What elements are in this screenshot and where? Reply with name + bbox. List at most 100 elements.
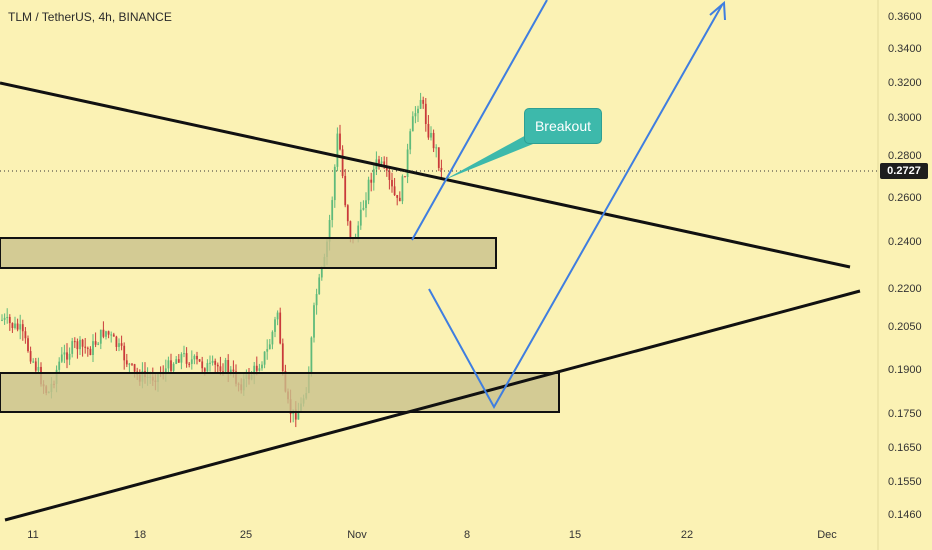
candle-body bbox=[388, 170, 391, 180]
y-tick-label: 0.1650 bbox=[888, 442, 922, 454]
projection-path-a bbox=[411, 0, 548, 241]
candle-body bbox=[71, 341, 74, 354]
candle-body bbox=[123, 345, 126, 361]
candle-body bbox=[281, 343, 284, 372]
candle-body bbox=[370, 179, 373, 183]
candle-body bbox=[84, 346, 87, 348]
candle-body bbox=[365, 200, 367, 208]
candle-body bbox=[274, 319, 276, 332]
candle-body bbox=[133, 364, 136, 372]
y-tick-label: 0.1900 bbox=[888, 364, 922, 376]
candle-body bbox=[112, 334, 115, 337]
candle-body bbox=[435, 147, 438, 149]
candle-body bbox=[385, 166, 388, 171]
candle-body bbox=[19, 324, 22, 330]
candle-body bbox=[339, 133, 341, 150]
candle-body bbox=[60, 354, 63, 362]
candle-body bbox=[203, 368, 206, 372]
candle-body bbox=[118, 343, 120, 347]
candle-body bbox=[201, 361, 204, 369]
candle-body bbox=[422, 99, 425, 104]
candle-body bbox=[81, 339, 84, 347]
candle-body bbox=[8, 316, 11, 324]
candle-body bbox=[318, 277, 321, 295]
candle-body bbox=[196, 355, 198, 360]
candle-body bbox=[37, 366, 40, 371]
x-tick-label: 11 bbox=[27, 529, 39, 541]
candle-body bbox=[6, 316, 9, 318]
candle-body bbox=[279, 312, 282, 344]
y-tick-label: 0.2600 bbox=[888, 192, 922, 204]
candle-body bbox=[333, 166, 336, 201]
candle-body bbox=[349, 221, 352, 239]
candle-body bbox=[424, 103, 427, 124]
candle-body bbox=[92, 341, 94, 356]
candle-body bbox=[198, 359, 201, 362]
chart-title: TLM / TetherUS, 4h, BINANCE bbox=[8, 10, 172, 24]
candle-body bbox=[227, 360, 230, 373]
y-tick-label: 0.2200 bbox=[888, 283, 922, 295]
lower-trendline bbox=[4, 289, 861, 522]
upper-trendline bbox=[0, 81, 851, 269]
candle-body bbox=[378, 159, 380, 164]
candle-body bbox=[427, 123, 430, 138]
candle-body bbox=[440, 167, 443, 170]
candle-body bbox=[68, 353, 71, 360]
candle-body bbox=[16, 323, 19, 330]
candle-body bbox=[172, 363, 175, 371]
breakout-callout: Breakout bbox=[524, 108, 602, 144]
candle-body bbox=[297, 411, 300, 420]
candle-body bbox=[63, 352, 66, 355]
candle-body bbox=[66, 352, 68, 360]
candle-body bbox=[391, 179, 393, 187]
candle-body bbox=[34, 361, 37, 371]
candle-body bbox=[261, 364, 263, 369]
candle-body bbox=[107, 331, 110, 335]
candle-body bbox=[328, 220, 331, 242]
candle-body bbox=[294, 409, 297, 420]
candle-body bbox=[211, 360, 214, 363]
candle-body bbox=[99, 329, 102, 344]
candle-body bbox=[417, 108, 419, 114]
candle-body bbox=[401, 176, 404, 202]
candle-body bbox=[24, 331, 27, 339]
candle-body bbox=[419, 99, 422, 109]
candle-body bbox=[276, 312, 279, 320]
candle-body bbox=[268, 344, 271, 350]
candle-body bbox=[120, 343, 123, 346]
candle-body bbox=[406, 149, 409, 177]
candle-body bbox=[190, 359, 193, 364]
y-tick-label: 0.3200 bbox=[888, 77, 922, 89]
x-tick-label: 22 bbox=[680, 529, 694, 541]
breakout-callout-pointer bbox=[444, 134, 538, 180]
candle-body bbox=[320, 267, 323, 278]
x-tick-label: 25 bbox=[239, 529, 253, 541]
candle-body bbox=[3, 317, 6, 320]
candle-body bbox=[115, 336, 118, 347]
candle-body bbox=[404, 176, 406, 178]
candle-body bbox=[336, 133, 339, 167]
candle-body bbox=[125, 360, 128, 365]
candle-body bbox=[258, 368, 261, 371]
candle-body bbox=[271, 331, 274, 345]
y-tick-label: 0.3600 bbox=[888, 11, 922, 23]
candle-body bbox=[29, 351, 32, 362]
y-tick-label: 0.3400 bbox=[888, 43, 922, 55]
support-zone bbox=[0, 372, 560, 413]
last-price-tag: 0.2727 bbox=[880, 163, 928, 179]
candle-body bbox=[177, 359, 180, 363]
candle-body bbox=[164, 368, 167, 375]
candle-body bbox=[32, 361, 35, 363]
candle-body bbox=[372, 169, 375, 183]
candle-body bbox=[86, 347, 89, 349]
candle-body bbox=[253, 365, 256, 375]
candle-body bbox=[396, 195, 399, 198]
candle-body bbox=[209, 362, 211, 364]
candle-body bbox=[341, 149, 344, 176]
candle-body bbox=[131, 363, 133, 365]
x-tick-label: 18 bbox=[133, 529, 147, 541]
candle-body bbox=[224, 360, 227, 372]
resistance-zone bbox=[0, 237, 497, 269]
y-tick-label: 0.2800 bbox=[888, 150, 922, 162]
